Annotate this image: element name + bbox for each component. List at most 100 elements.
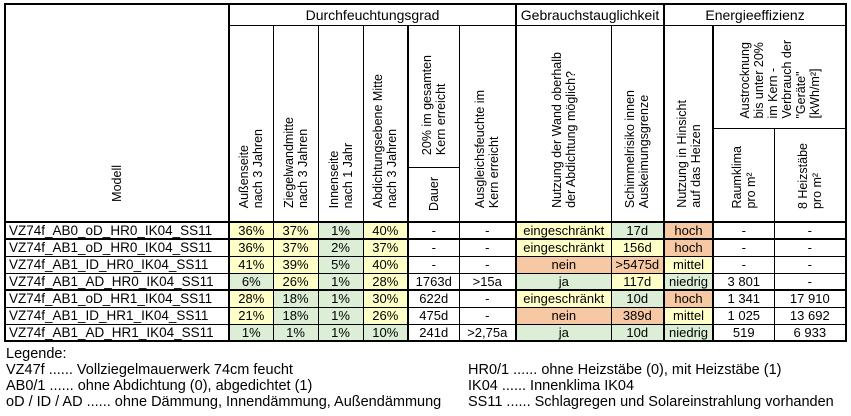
column-header-austrocknung: Austrocknung bis unter 20% im Kern - Ver…	[712, 24, 847, 129]
column-header-abdichtungsebene: Abdichtungsebene Mitte nach 3 Jahren	[362, 24, 409, 223]
rotated-header-row: Außenseite nach 3 Jahren Ziegelwandmitte…	[5, 24, 847, 223]
data-cell: 156d	[610, 238, 665, 257]
data-cell: 10%	[362, 323, 409, 342]
legend-line: SS11 ...... Schlagregen und Solareinstra…	[468, 394, 834, 410]
data-cell: 1 025	[712, 306, 775, 325]
model-cell: VZ74f_AB1_ID_HR0_IK04_SS11	[4, 255, 230, 274]
data-cell: -	[712, 221, 775, 240]
data-cell: -	[712, 238, 775, 257]
data-cell: 1%	[317, 272, 364, 291]
data-cell: nein	[515, 255, 612, 274]
data-cell: 1%	[317, 306, 364, 325]
sub-header-row: Raumklima pro m² 8 Heizstäbe pro m²	[5, 127, 847, 223]
data-cell: 6 933	[773, 323, 847, 342]
data-cell: 21%	[228, 306, 274, 325]
data-cell: 1%	[317, 221, 364, 240]
data-cell: 40%	[362, 255, 409, 274]
data-cell: -	[712, 255, 775, 274]
legend-title: Legende:	[6, 346, 67, 362]
rotated-label: Ziegelwandmitte nach 3 Jahren	[281, 116, 310, 208]
data-cell: 117d	[610, 272, 665, 291]
data-cell: 6%	[228, 272, 274, 291]
data-cell: -	[773, 221, 847, 240]
rotated-label: Dauer	[426, 176, 441, 211]
data-cell: -	[458, 238, 517, 257]
rotated-label: 20% im gesamten Kern erreicht	[419, 55, 448, 156]
column-header-innenseite: Innenseite nach 1 Jahr	[317, 24, 364, 223]
data-cell: 1763d	[407, 272, 460, 291]
data-cell: eingeschränkt	[515, 221, 612, 240]
rotated-label: Außenseite nach 3 Jahren	[237, 128, 266, 208]
table-body: VZ74f_AB0_oD_HR0_IK04_SS11 36% 37% 1% 40% - - e…	[4, 221, 847, 342]
data-cell: 37%	[272, 238, 319, 257]
data-cell: 17 910	[773, 289, 847, 308]
data-cell: -	[458, 221, 517, 240]
model-cell: VZ74f_AB1_ID_HR1_IK04_SS11	[4, 306, 230, 325]
data-cell: 37%	[272, 221, 319, 240]
rotated-label: Nutzung der Wand oberhalb der Abdichtung…	[549, 52, 578, 208]
table-row: VZ74f_AB1_ID_HR0_IK04_SS11 41% 39% 5% 40% - - n…	[4, 255, 847, 274]
data-cell: 10d	[610, 289, 665, 308]
data-cell: 13 692	[773, 306, 847, 325]
column-header-dauer: Dauer	[407, 166, 460, 223]
data-cell: hoch	[663, 289, 714, 308]
rotated-label: Raumklima pro m²	[729, 146, 758, 209]
rotated-label: 8 Heizstäbe pro m²	[795, 142, 824, 209]
table-row: VZ74f_AB1_AD_HR0_IK04_SS11 6% 26% 1% 28% 1763…	[4, 272, 847, 291]
data-cell: -	[458, 255, 517, 274]
model-cell: VZ74f_AB1_AD_HR0_IK04_SS11	[4, 272, 230, 291]
data-cell: 475d	[407, 306, 460, 325]
data-cell: -	[407, 221, 460, 240]
data-cell: 40%	[362, 221, 409, 240]
group-header-durchfeuchtungsgrad: Durchfeuchtungsgrad	[227, 3, 517, 26]
data-cell: niedrig	[663, 323, 714, 342]
data-cell: 26%	[272, 272, 319, 291]
model-cell: VZ74f_AB1_oD_HR0_IK04_SS11	[4, 238, 230, 257]
data-cell: 241d	[407, 323, 460, 342]
data-cell: -	[458, 306, 517, 325]
data-cell: ja	[515, 272, 612, 291]
data-cell: 17d	[610, 221, 665, 240]
data-cell: 1%	[228, 323, 274, 342]
dauer-header-row: Dauer	[5, 166, 846, 223]
column-header-ziegelwandmitte: Ziegelwandmitte nach 3 Jahren	[272, 24, 319, 223]
table-row: VZ74f_AB1_oD_HR1_IK04_SS11 28% 18% 1% 30% 622…	[4, 289, 847, 308]
data-cell: hoch	[663, 238, 714, 257]
data-cell: 37%	[362, 238, 409, 257]
data-cell: 18%	[272, 289, 319, 308]
data-cell: 2%	[317, 238, 364, 257]
data-cell: -	[773, 255, 847, 274]
rotated-label: Ausgleichsfeuchte im Kern erreicht	[473, 89, 502, 208]
table-row: VZ74f_AB1_AD_HR1_IK04_SS11 1% 1% 1% 10% 241d >…	[4, 323, 847, 342]
data-cell: mittel	[663, 306, 714, 325]
data-cell: >15a	[458, 272, 517, 291]
table-row: VZ74f_AB1_oD_HR0_IK04_SS11 36% 37% 2% 37% - - e…	[4, 238, 847, 257]
legend-line: VZ47f ...... Vollziegelmauerwerk 74cm fe…	[6, 362, 293, 378]
data-cell: 41%	[228, 255, 274, 274]
data-cell: 10d	[610, 323, 665, 342]
data-cell: niedrig	[663, 272, 714, 291]
legend-line: IK04 ...... Innenklima IK04	[468, 378, 635, 394]
data-cell: nein	[515, 306, 612, 325]
model-cell: VZ74f_AB0_oD_HR0_IK04_SS11	[4, 221, 230, 240]
group-header-energieeffizienz: Energieeffizienz	[663, 3, 847, 26]
data-cell: 3 801	[712, 272, 775, 291]
legend-left-column: Legende: VZ47f ...... Vollziegelmauerwer…	[6, 346, 441, 410]
results-table: Modell Durchfeuchtungsgrad Gebrauchstaug…	[4, 3, 848, 342]
legend-line: HR0/1 ...... ohne Heizstäbe (0), mit Hei…	[468, 362, 782, 378]
group-header-gebrauchstauglichkeit: Gebrauchstauglichkeit	[515, 3, 665, 26]
legend-line: oD / ID / AD ...... ohne Dämmung, Innend…	[6, 394, 442, 410]
rotated-label: Modell	[110, 165, 124, 202]
data-cell: 18%	[272, 306, 319, 325]
table-row: VZ74f_AB1_ID_HR1_IK04_SS11 21% 18% 1% 26% 475…	[4, 306, 847, 325]
data-cell: -	[407, 238, 460, 257]
data-cell: -	[407, 255, 460, 274]
table-header: Modell Durchfeuchtungsgrad Gebrauchstaug…	[4, 3, 847, 223]
data-cell: 26%	[362, 306, 409, 325]
column-header-modell: Modell	[4, 3, 230, 223]
column-header-raumklima: Raumklima pro m²	[712, 127, 775, 223]
data-cell: hoch	[663, 221, 714, 240]
model-cell: VZ74f_AB1_oD_HR1_IK04_SS11	[4, 289, 230, 308]
data-cell: 36%	[228, 221, 274, 240]
